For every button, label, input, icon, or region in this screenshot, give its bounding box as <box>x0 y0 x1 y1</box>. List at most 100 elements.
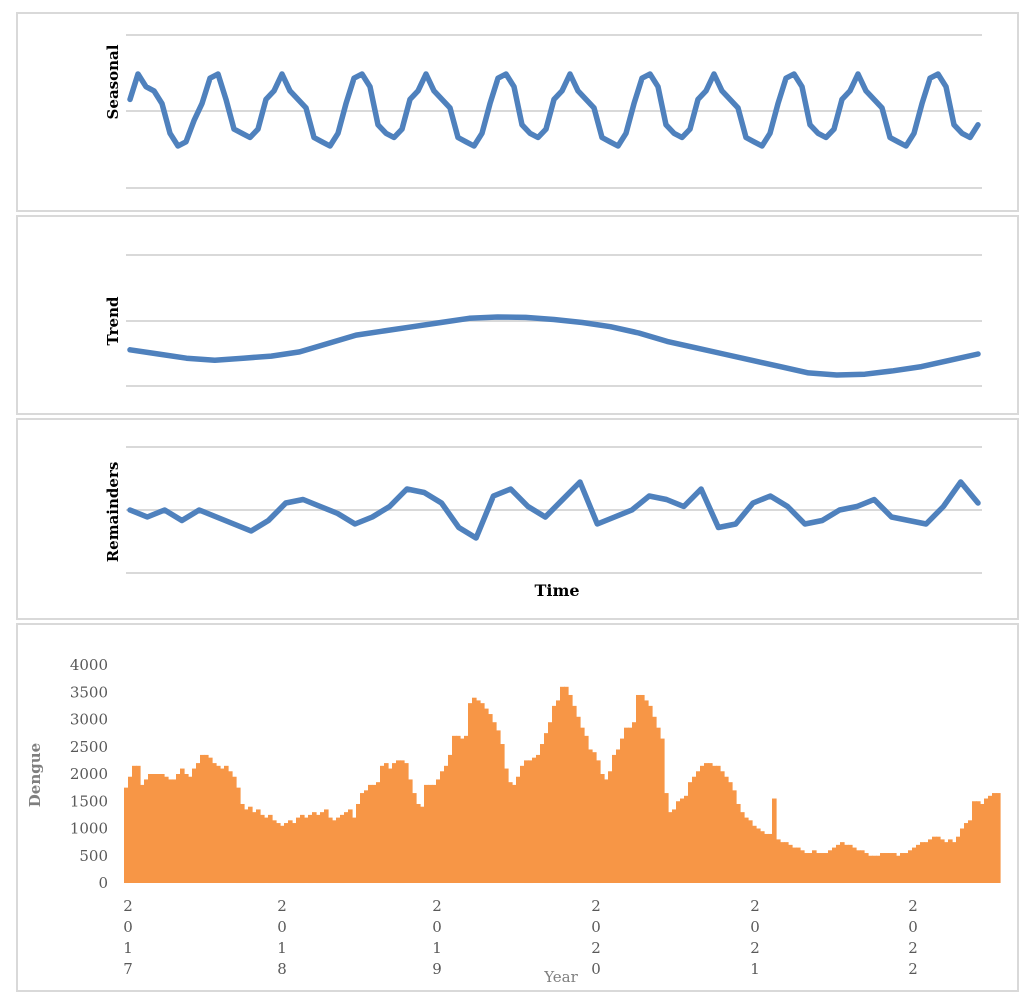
x-tick-char: 0 <box>591 960 601 978</box>
dengue-bar <box>616 749 621 883</box>
dengue-bar <box>464 735 469 883</box>
dengue-bar <box>524 760 529 884</box>
dengue-bar <box>216 765 221 883</box>
dengue-bar <box>620 738 625 883</box>
dengue-bar <box>156 774 161 883</box>
dengue-bar <box>264 817 269 883</box>
dengue-bar <box>448 754 453 883</box>
dengue-bar <box>664 793 669 883</box>
dengue-bar <box>720 771 725 883</box>
x-tick-char: 1 <box>432 939 442 957</box>
x-tick-char: 0 <box>123 918 133 936</box>
dengue-bar <box>388 768 393 883</box>
dengue-bar <box>752 825 757 883</box>
dengue-bar <box>160 774 165 883</box>
dengue-bar <box>164 776 169 883</box>
seasonal-panel: Seasonal <box>16 12 1019 212</box>
y-tick-label: 1000 <box>70 820 108 838</box>
dengue-bar <box>344 812 349 883</box>
dengue-bar <box>860 850 865 883</box>
dengue-bar <box>596 760 601 884</box>
dengue-bar <box>196 763 201 883</box>
dengue-bar <box>228 771 233 883</box>
dengue-bar <box>328 817 333 883</box>
dengue-bar <box>584 735 589 883</box>
y-tick-label: 2000 <box>70 765 108 783</box>
dengue-bar <box>632 722 637 883</box>
dengue-bar <box>564 686 569 883</box>
dengue-bar <box>908 850 913 883</box>
dengue-bar <box>624 727 629 883</box>
dengue-bar <box>532 757 537 883</box>
dengue-bar <box>916 844 921 883</box>
dengue-bar <box>152 774 157 883</box>
y-tick-label: 2500 <box>70 738 108 756</box>
y-tick-label: 1500 <box>70 792 108 810</box>
dengue-bar <box>552 705 557 884</box>
dengue-bar <box>356 803 361 883</box>
y-tick-label: 3500 <box>70 683 108 701</box>
dengue-bar <box>352 817 357 883</box>
remainders-panel: Remainders Time <box>16 418 1019 620</box>
seasonal-axis-label: Seasonal <box>104 44 122 119</box>
x-tick-char: 1 <box>750 960 760 978</box>
dengue-bar <box>656 727 661 883</box>
dengue-bar <box>480 703 485 883</box>
dengue-bar <box>300 814 305 884</box>
dengue-bar <box>528 760 533 884</box>
dengue-bar <box>604 779 609 883</box>
dengue-bar <box>244 809 249 883</box>
dengue-bar <box>500 744 505 883</box>
x-tick-char: 2 <box>908 897 918 915</box>
dengue-bar <box>592 752 597 883</box>
dengue-bar <box>440 771 445 883</box>
dengue-bar <box>972 801 977 883</box>
dengue-bar <box>648 705 653 884</box>
dengue-bar <box>828 850 833 883</box>
y-tick-label: 500 <box>79 847 108 865</box>
x-tick-char: 8 <box>277 960 287 978</box>
dengue-bar <box>312 812 317 883</box>
dengue-bar <box>772 798 777 883</box>
dengue-bar <box>188 776 193 883</box>
dengue-bar <box>260 814 265 884</box>
dengue-bar <box>544 733 549 884</box>
dengue-bar <box>900 853 905 883</box>
dengue-bar <box>456 735 461 883</box>
dengue-bar <box>884 853 889 883</box>
dengue-bar <box>548 722 553 883</box>
dengue-axis-label: Dengue <box>26 743 44 807</box>
dengue-bar <box>476 700 481 883</box>
dengue-bar <box>400 760 405 884</box>
dengue-bar <box>912 847 917 883</box>
x-tick-char: 7 <box>123 960 133 978</box>
dengue-bar <box>292 823 297 883</box>
dengue-bar <box>928 839 933 883</box>
dengue-bar <box>396 760 401 884</box>
remainders-plot-area <box>126 446 982 574</box>
dengue-bar <box>332 820 337 883</box>
dengue-bar <box>412 793 417 883</box>
dengue-bar <box>372 784 377 883</box>
dengue-bar <box>288 820 293 883</box>
dengue-bar <box>304 817 309 883</box>
dengue-bar <box>508 782 513 883</box>
dengue-bar <box>644 700 649 883</box>
seasonal-series-line <box>127 71 981 149</box>
dengue-bar <box>360 793 365 883</box>
x-tick-char: 0 <box>277 918 287 936</box>
dengue-bar <box>660 738 665 883</box>
dengue-bar <box>364 790 369 883</box>
time-axis-label: Time <box>534 581 579 600</box>
dengue-bar <box>588 749 593 883</box>
dengue-bar <box>820 853 825 883</box>
dengue-bar <box>272 820 277 883</box>
dengue-bar <box>608 771 613 883</box>
x-tick-char: 9 <box>432 960 442 978</box>
year-axis-label: Year <box>543 968 578 986</box>
dengue-panel: 0 500 1000 1500 2000 2500 3000 3500 4000 2 0 1 7 2 0 1 8… <box>16 623 1019 992</box>
dengue-bar <box>504 768 509 883</box>
dengue-bar <box>848 844 853 883</box>
